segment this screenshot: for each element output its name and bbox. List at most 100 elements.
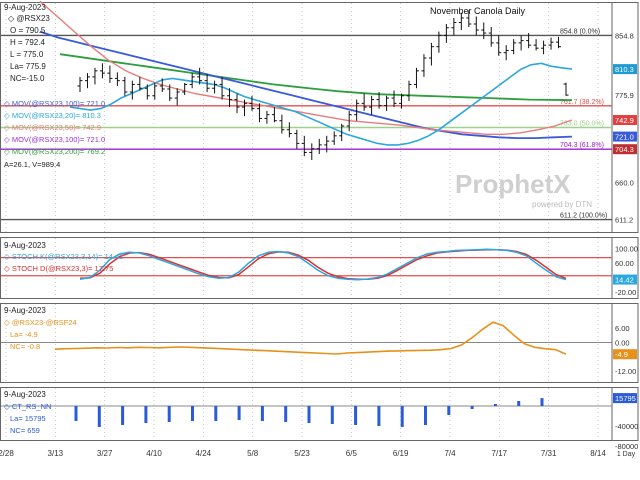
y-tick-label: 854.8 [615,31,634,40]
panel-4-frame [0,387,613,441]
y-tag-bg [613,349,637,360]
y-tick-label: 810.3 [615,65,634,74]
x-tick-label: 5/8 [247,449,259,458]
y-tick-label: 60.00 [615,259,634,268]
cot-nc-label: NC= 659 [10,426,40,435]
y-tick-label: 742.9 [615,116,634,125]
y-tick-label: 6.00 [615,324,630,333]
ohlc-label: O = 790.5 [10,26,46,35]
position-bar [237,406,241,420]
y-tick-label: -12.00 [615,367,636,376]
spread-legend-label: ◇ @RSX23-@RSF24 [4,318,77,327]
y-tick-label: 660.0 [615,179,634,188]
position-bar [97,406,101,427]
ma200-line [59,53,573,102]
ma20-line [69,62,573,146]
stoch-legend-label: ◇ STOCH K(@RSX23,3,14)= 14.42 [4,252,123,261]
position-bar [400,406,404,427]
x-tick-label: 7/31 [541,449,557,458]
y-tick-label: -40000 [615,422,638,431]
x-tick-label: 5/23 [294,449,310,458]
date-label: 9-Aug-2023 [4,3,46,12]
fib-label: 611.2 (100.0%) [560,213,607,220]
position-bar [284,406,288,422]
ma100-line [39,30,573,140]
y-tag-bg [613,131,637,142]
ma-legend-label: ◇ MOV(@RSX23,100)= 721.0 [4,99,105,108]
fib-label: 704.3 (61.8%) [560,142,604,149]
ma-legend-label: ◇ MOV(@RSX23,50)= 742.9 [4,123,101,132]
position-bar [470,406,474,409]
x-tick-label: 4/24 [196,449,212,458]
y-tag-bg [613,64,637,75]
panel-2-axis [611,237,639,299]
spread-last-label: La= -4.9 [10,330,38,339]
y-tick-label: 14.42 [615,276,634,285]
y-tick-label: 0.00 [615,339,630,348]
y-tick-label: 611.2 [615,216,633,225]
position-bar [493,404,497,406]
y-tag-bg [613,144,637,155]
y-tick-label: 775.9 [615,91,634,100]
ohlc-label: NC=-15.0 [10,74,45,83]
position-bar [167,406,171,422]
y-tick-label: 15795 [615,394,636,403]
x-tick-label: 8/14 [590,449,606,458]
y-tag-bg [613,274,637,285]
position-bar [214,406,218,421]
y-tick-label: 100.00 [615,245,638,254]
watermark-sub: powered by DTN [532,200,592,209]
ma-legend-label: ◇ MOV(@RSX23,200)= 769.2 [4,147,105,156]
position-bar [307,406,311,423]
fib-label: 761.7 (38.2%) [560,99,604,106]
position-bar [144,406,148,423]
date-label: 9-Aug-2023 [4,306,46,315]
ma50-line [39,0,573,136]
symbol-label: ◇ @RSX23 [8,14,50,23]
position-bar [354,406,358,425]
spread-line [54,321,567,355]
ma-legend-label: ◇ MOV(@RSX23,100)= 721.0 [4,135,105,144]
ma-legend-label: ◇ MOV(@RSX23,20)= 810.3 [4,111,101,120]
y-tick-label: -20.00 [615,288,636,297]
position-bar [260,406,264,421]
fib-label: 733.0 (50.0%) [560,121,604,128]
watermark-logo: ProphetX [455,169,571,199]
x-tick-label: 7/17 [492,449,508,458]
y-tick-label: 721.0 [615,133,634,142]
position-bar [540,398,544,406]
position-bar [74,406,78,421]
stoch-legend-label: ◇ STOCH D(@RSX23,3)= 17.75 [4,264,113,273]
y-tag-bg [613,393,637,404]
position-bar [121,406,125,425]
ohlc-label: La= 775.9 [10,62,46,71]
stoch-k-line [79,248,567,281]
x-tick-label: 7/4 [444,449,456,458]
position-bar [191,406,194,421]
panel-1-frame [0,2,613,233]
x-tick-label: 2/28 [0,449,14,458]
x-tick-label: 6/19 [393,449,409,458]
position-bar [330,406,334,424]
y-tag-bg [613,115,637,126]
stats-label: A=26.1, V=989.4 [4,160,60,169]
x-extra-label: 1 Day [617,451,636,458]
position-bar [424,406,427,425]
fib-label: 854.8 (0.0%) [560,28,600,35]
position-bar [517,401,521,406]
position-bar [377,406,381,426]
spread-nc-label: NC= -0.8 [10,342,40,351]
date-label: 9-Aug-2023 [4,390,46,399]
x-tick-label: 3/27 [97,449,113,458]
x-tick-label: 4/10 [146,449,162,458]
cot-last-label: La= 15795 [10,414,46,423]
date-label: 9-Aug-2023 [4,241,46,250]
cot-legend-label: ◇ CT_RS_NN [4,402,51,411]
y-tick-label: -4.9 [615,350,628,359]
chart-title: November Canola Daily [430,6,526,16]
y-tick-label: 704.3 [615,145,634,154]
ohlc-label: H = 792.4 [10,38,45,47]
x-tick-label: 6/5 [346,449,358,458]
ohlc-label: L = 775.0 [10,50,44,59]
